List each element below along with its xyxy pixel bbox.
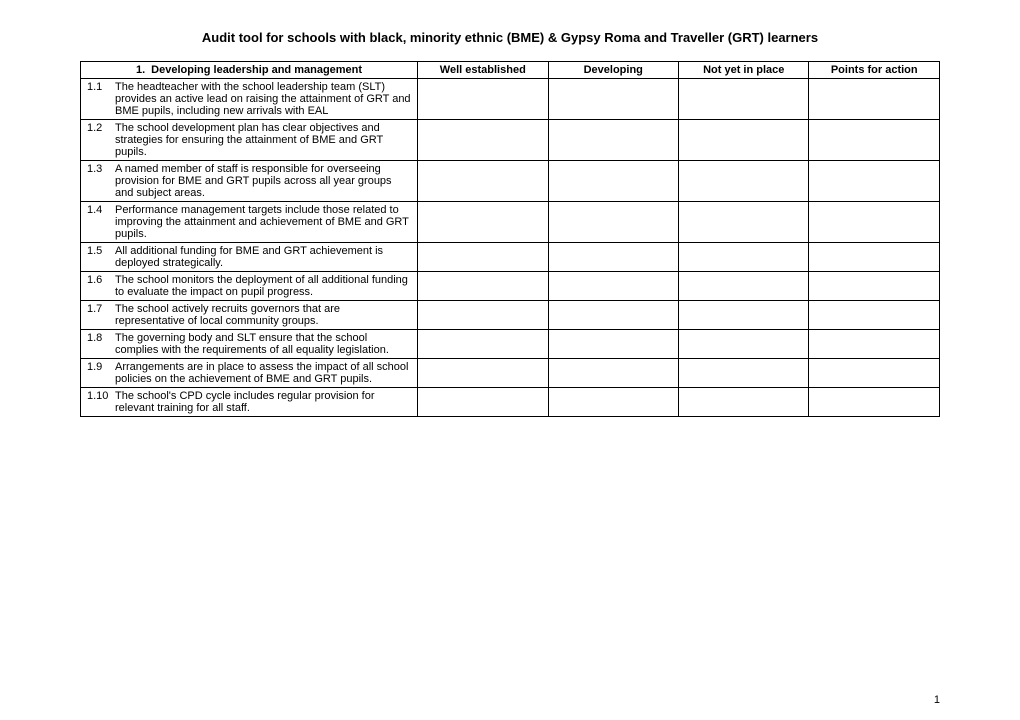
cell-we — [418, 120, 548, 161]
cell-action — [809, 120, 940, 161]
row-text: All additional funding for BME and GRT a… — [115, 245, 411, 269]
table-row: 1.3A named member of staff is responsibl… — [81, 161, 940, 202]
header-well-established: Well established — [418, 62, 548, 79]
table-row: 1.10The school's CPD cycle includes regu… — [81, 388, 940, 417]
cell-action — [809, 79, 940, 120]
row-text: A named member of staff is responsible f… — [115, 163, 411, 199]
cell-nyi — [679, 359, 809, 388]
cell-dev — [548, 243, 678, 272]
section-number: 1. — [136, 64, 145, 76]
table-row: 1.6The school monitors the deployment of… — [81, 272, 940, 301]
cell-dev — [548, 388, 678, 417]
cell-dev — [548, 202, 678, 243]
cell-we — [418, 243, 548, 272]
table-row: 1.2The school development plan has clear… — [81, 120, 940, 161]
cell-we — [418, 202, 548, 243]
row-text: The school monitors the deployment of al… — [115, 274, 411, 298]
header-not-yet: Not yet in place — [679, 62, 809, 79]
row-num: 1.5 — [87, 245, 115, 257]
row-num: 1.9 — [87, 361, 115, 373]
row-num: 1.7 — [87, 303, 115, 315]
table-row: 1.9Arrangements are in place to assess t… — [81, 359, 940, 388]
row-num: 1.8 — [87, 332, 115, 344]
cell-dev — [548, 272, 678, 301]
cell-action — [809, 388, 940, 417]
cell-dev — [548, 359, 678, 388]
cell-action — [809, 359, 940, 388]
section-title: Developing leadership and management — [151, 64, 362, 76]
cell-dev — [548, 161, 678, 202]
row-text: Performance management targets include t… — [115, 204, 411, 240]
row-text: The governing body and SLT ensure that t… — [115, 332, 411, 356]
table-row: 1.7The school actively recruits governor… — [81, 301, 940, 330]
cell-nyi — [679, 388, 809, 417]
table-row: 1.1The headteacher with the school leade… — [81, 79, 940, 120]
row-num: 1.3 — [87, 163, 115, 175]
cell-we — [418, 79, 548, 120]
document-title: Audit tool for schools with black, minor… — [80, 30, 940, 45]
cell-dev — [548, 301, 678, 330]
table-body: 1.1The headteacher with the school leade… — [81, 79, 940, 417]
cell-action — [809, 243, 940, 272]
cell-nyi — [679, 161, 809, 202]
cell-action — [809, 161, 940, 202]
cell-action — [809, 272, 940, 301]
table-row: 1.5All additional funding for BME and GR… — [81, 243, 940, 272]
cell-action — [809, 330, 940, 359]
row-num: 1.1 — [87, 81, 115, 93]
row-num: 1.10 — [87, 390, 115, 402]
cell-nyi — [679, 330, 809, 359]
audit-table: 1. Developing leadership and management … — [80, 61, 940, 417]
row-text: The headteacher with the school leadersh… — [115, 81, 411, 117]
cell-we — [418, 161, 548, 202]
table-row: 1.4Performance management targets includ… — [81, 202, 940, 243]
cell-action — [809, 202, 940, 243]
cell-dev — [548, 330, 678, 359]
cell-we — [418, 301, 548, 330]
cell-nyi — [679, 202, 809, 243]
table-row: 1.8The governing body and SLT ensure tha… — [81, 330, 940, 359]
page-number: 1 — [934, 694, 940, 706]
header-section: 1. Developing leadership and management — [81, 62, 418, 79]
row-num: 1.6 — [87, 274, 115, 286]
row-num: 1.2 — [87, 122, 115, 134]
header-developing: Developing — [548, 62, 678, 79]
cell-we — [418, 388, 548, 417]
row-text: The school development plan has clear ob… — [115, 122, 411, 158]
row-text: The school's CPD cycle includes regular … — [115, 390, 411, 414]
cell-we — [418, 272, 548, 301]
cell-nyi — [679, 79, 809, 120]
row-num: 1.4 — [87, 204, 115, 216]
cell-dev — [548, 79, 678, 120]
cell-nyi — [679, 243, 809, 272]
cell-action — [809, 301, 940, 330]
cell-nyi — [679, 301, 809, 330]
cell-nyi — [679, 120, 809, 161]
cell-we — [418, 359, 548, 388]
header-points: Points for action — [809, 62, 940, 79]
row-text: The school actively recruits governors t… — [115, 303, 411, 327]
cell-we — [418, 330, 548, 359]
row-text: Arrangements are in place to assess the … — [115, 361, 411, 385]
cell-dev — [548, 120, 678, 161]
cell-nyi — [679, 272, 809, 301]
